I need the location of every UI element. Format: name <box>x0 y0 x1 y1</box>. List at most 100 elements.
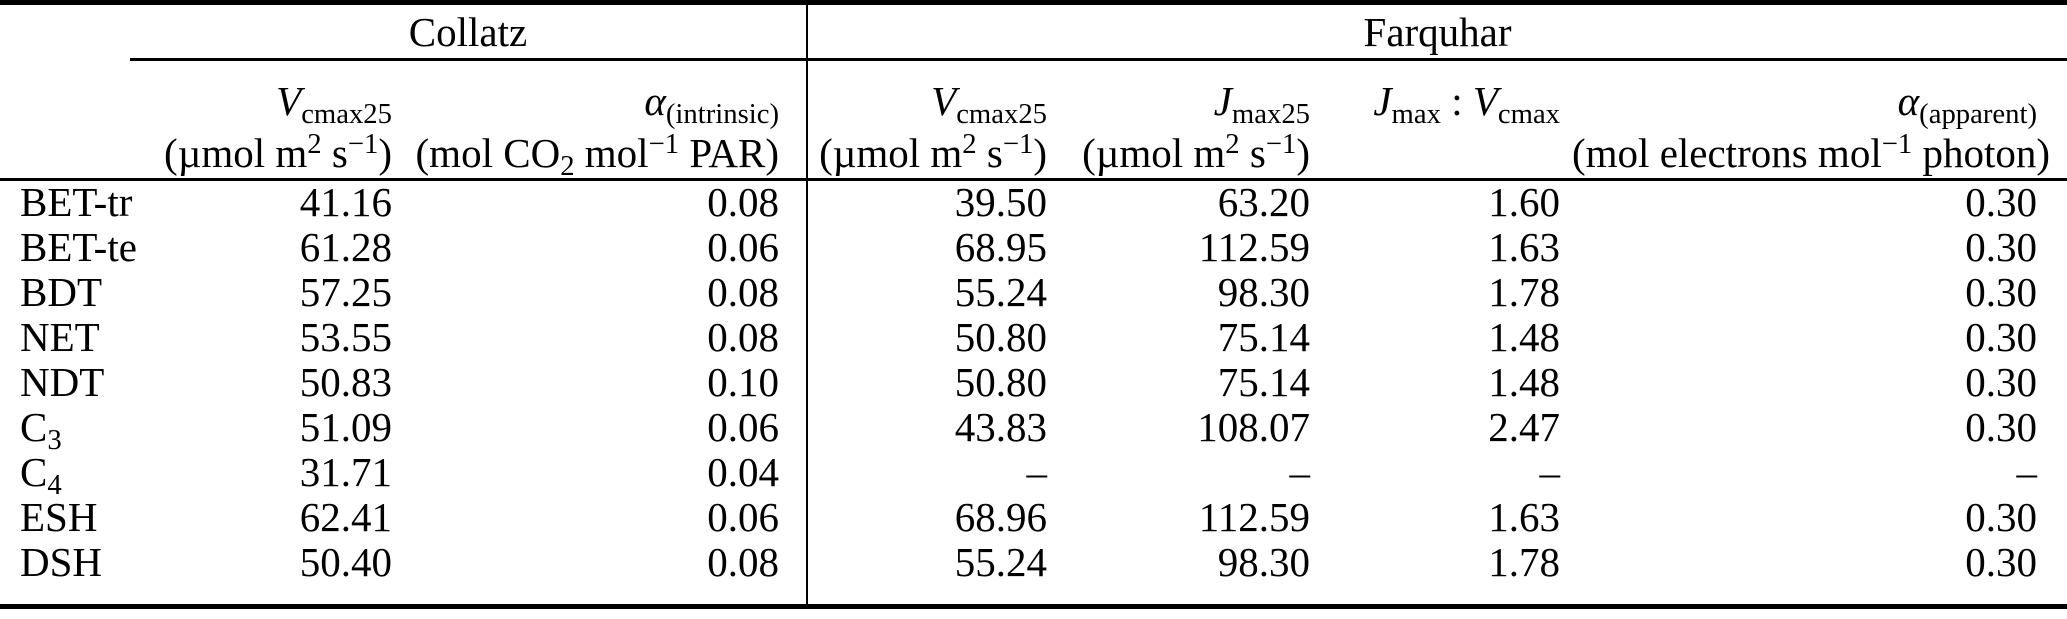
cell-farquhar-vcmax25: 50.80 <box>806 314 1060 360</box>
cell-farquhar-vcmax25: 50.80 <box>806 359 1060 405</box>
column-label: α(apparent) <box>1897 78 2038 131</box>
column-units: (µmol m2 s−1) <box>819 127 1048 176</box>
spacer-cell <box>1059 585 1322 607</box>
row-label: NDT <box>20 358 105 405</box>
column-header-collatz-vcmax25: Vcmax25 (µmol m2 s−1) <box>130 59 404 181</box>
column-units: (µmol m2 s−1) <box>164 127 392 176</box>
row-label: ESH <box>20 493 98 540</box>
cell-jmax-vcmax-ratio: – <box>1539 448 1561 495</box>
spacer-cell <box>130 585 404 607</box>
table-row: DSH 50.40 0.08 55.24 98.30 1.78 0.30 <box>0 538 2067 585</box>
spacer-cell <box>0 585 130 607</box>
column-header-row: Vcmax25 (µmol m2 s−1) α(intrinsic) (mol CO2… <box>0 59 2067 183</box>
row-label: C4 <box>20 448 62 501</box>
cell-farquhar-jmax25: 108.07 <box>1197 403 1311 450</box>
group-header-empty-cell <box>0 3 130 60</box>
cell-jmax-vcmax-ratio: 1.63 <box>1488 493 1561 540</box>
row-label: NET <box>20 313 100 360</box>
cell-collatz-alpha-intrinsic: 0.08 <box>707 179 780 226</box>
cell-collatz-alpha-intrinsic: 0.08 <box>707 538 780 585</box>
spacer-cell <box>1572 585 2067 607</box>
cell-jmax-vcmax-ratio: 2.47 <box>1488 403 1561 450</box>
cell-collatz-vcmax25: 50.83 <box>299 358 392 405</box>
cell-farquhar-vcmax25: 68.96 <box>806 494 1060 540</box>
row-label: BDT <box>20 268 102 315</box>
spacer-cell <box>1322 585 1572 607</box>
cell-jmax-vcmax-ratio: 1.78 <box>1488 538 1561 585</box>
column-units: (µmol m2 s−1) <box>1082 127 1311 176</box>
cell-jmax-vcmax-ratio: 1.78 <box>1488 268 1561 315</box>
cell-collatz-alpha-intrinsic: 0.08 <box>707 268 780 315</box>
cell-jmax-vcmax-ratio: 1.48 <box>1488 358 1561 405</box>
spacer-row <box>0 584 2067 607</box>
column-label: Vcmax25 <box>276 78 392 131</box>
row-label: BET-te <box>20 223 137 270</box>
cell-collatz-vcmax25: 53.55 <box>299 313 392 360</box>
cell-collatz-alpha-intrinsic: 0.08 <box>707 313 780 360</box>
column-label: Vcmax25 <box>931 78 1048 131</box>
column-label: Jmax25 <box>1213 78 1311 131</box>
cell-farquhar-vcmax25: 55.24 <box>806 539 1060 585</box>
cell-jmax-vcmax-ratio: 1.60 <box>1488 179 1561 226</box>
row-label: BET-tr <box>20 179 133 226</box>
group-header-collatz: Collatz <box>130 2 808 61</box>
spacer-cell <box>806 584 1060 607</box>
column-header-pft-label <box>0 59 130 181</box>
cell-collatz-vcmax25: 50.40 <box>299 538 392 585</box>
cell-collatz-alpha-intrinsic: 0.06 <box>707 403 780 450</box>
cell-farquhar-jmax25: 63.20 <box>1217 179 1311 226</box>
cell-jmax-vcmax-ratio: 1.48 <box>1488 313 1561 360</box>
spacer-cell <box>404 585 807 607</box>
cell-farquhar-vcmax25: 43.83 <box>806 404 1060 450</box>
cell-jmax-vcmax-ratio: 1.63 <box>1488 223 1561 270</box>
cell-collatz-alpha-intrinsic: 0.06 <box>707 493 780 540</box>
column-label: Jmax : Vcmax <box>1373 78 1561 131</box>
cell-alpha-apparent: 0.30 <box>1965 358 2038 405</box>
cell-alpha-apparent: 0.30 <box>1965 268 2038 315</box>
column-header-jmax-vcmax-ratio: Jmax : Vcmax <box>1322 59 1573 181</box>
column-units: (mol electrons mol−1 photon) <box>1572 127 2051 176</box>
cell-farquhar-jmax25: 98.30 <box>1217 538 1311 585</box>
column-units: (mol CO2 mol−1 PAR) <box>415 127 780 183</box>
table-row: BET-tr 41.16 0.08 39.50 63.20 1.60 0.30 <box>0 179 2067 226</box>
cell-alpha-apparent: 0.30 <box>1965 538 2038 585</box>
cell-collatz-vcmax25: 57.25 <box>299 268 392 315</box>
group-header-row: Collatz Farquhar <box>0 2 2067 61</box>
cell-collatz-vcmax25: 41.16 <box>299 179 392 226</box>
table-row: ESH 62.41 0.06 68.96 112.59 1.63 0.30 <box>0 493 2067 540</box>
cell-alpha-apparent: 0.30 <box>1965 223 2038 270</box>
cell-collatz-alpha-intrinsic: 0.06 <box>707 223 780 270</box>
cell-farquhar-jmax25: – <box>1289 448 1311 495</box>
cell-farquhar-jmax25: 75.14 <box>1217 358 1311 405</box>
cell-collatz-alpha-intrinsic: 0.10 <box>707 358 780 405</box>
table-row: NET 53.55 0.08 50.80 75.14 1.48 0.30 <box>0 313 2067 360</box>
row-label: C3 <box>20 403 62 456</box>
group-header-farquhar: Farquhar <box>806 2 2067 61</box>
column-header-alpha-apparent: α(apparent) (mol electrons mol−1 photon) <box>1572 59 2067 181</box>
cell-alpha-apparent: – <box>2016 448 2038 495</box>
cell-farquhar-jmax25: 75.14 <box>1217 313 1311 360</box>
cell-collatz-vcmax25: 31.71 <box>299 448 392 495</box>
table-row: BET-te 61.28 0.06 68.95 112.59 1.63 0.30 <box>0 223 2067 270</box>
column-label: α(intrinsic) <box>644 78 780 131</box>
cell-farquhar-vcmax25: 39.50 <box>806 179 1060 225</box>
table-body: BET-tr 41.16 0.08 39.50 63.20 1.60 0.30 BET-te 6… <box>0 179 2067 607</box>
column-header-farquhar-jmax25: Jmax25 (µmol m2 s−1) <box>1059 59 1323 181</box>
cell-farquhar-vcmax25: – <box>806 449 1060 495</box>
cell-farquhar-vcmax25: 55.24 <box>806 269 1060 315</box>
row-label: DSH <box>20 538 103 585</box>
table-row: BDT 57.25 0.08 55.24 98.30 1.78 0.30 <box>0 268 2067 315</box>
cell-alpha-apparent: 0.30 <box>1965 403 2038 450</box>
cell-farquhar-vcmax25: 68.95 <box>806 224 1060 270</box>
table-row: C3 51.09 0.06 43.83 108.07 2.47 0.30 <box>0 403 2067 456</box>
cell-alpha-apparent: 0.30 <box>1965 493 2038 540</box>
table-row: NDT 50.83 0.10 50.80 75.14 1.48 0.30 <box>0 358 2067 405</box>
cell-alpha-apparent: 0.30 <box>1965 313 2038 360</box>
cell-collatz-vcmax25: 51.09 <box>299 403 392 450</box>
cell-farquhar-jmax25: 98.30 <box>1217 268 1311 315</box>
cell-alpha-apparent: 0.30 <box>1965 179 2038 226</box>
cell-farquhar-jmax25: 112.59 <box>1198 223 1311 270</box>
column-header-collatz-alpha-intrinsic: α(intrinsic) (mol CO2 mol−1 PAR) <box>404 59 808 183</box>
